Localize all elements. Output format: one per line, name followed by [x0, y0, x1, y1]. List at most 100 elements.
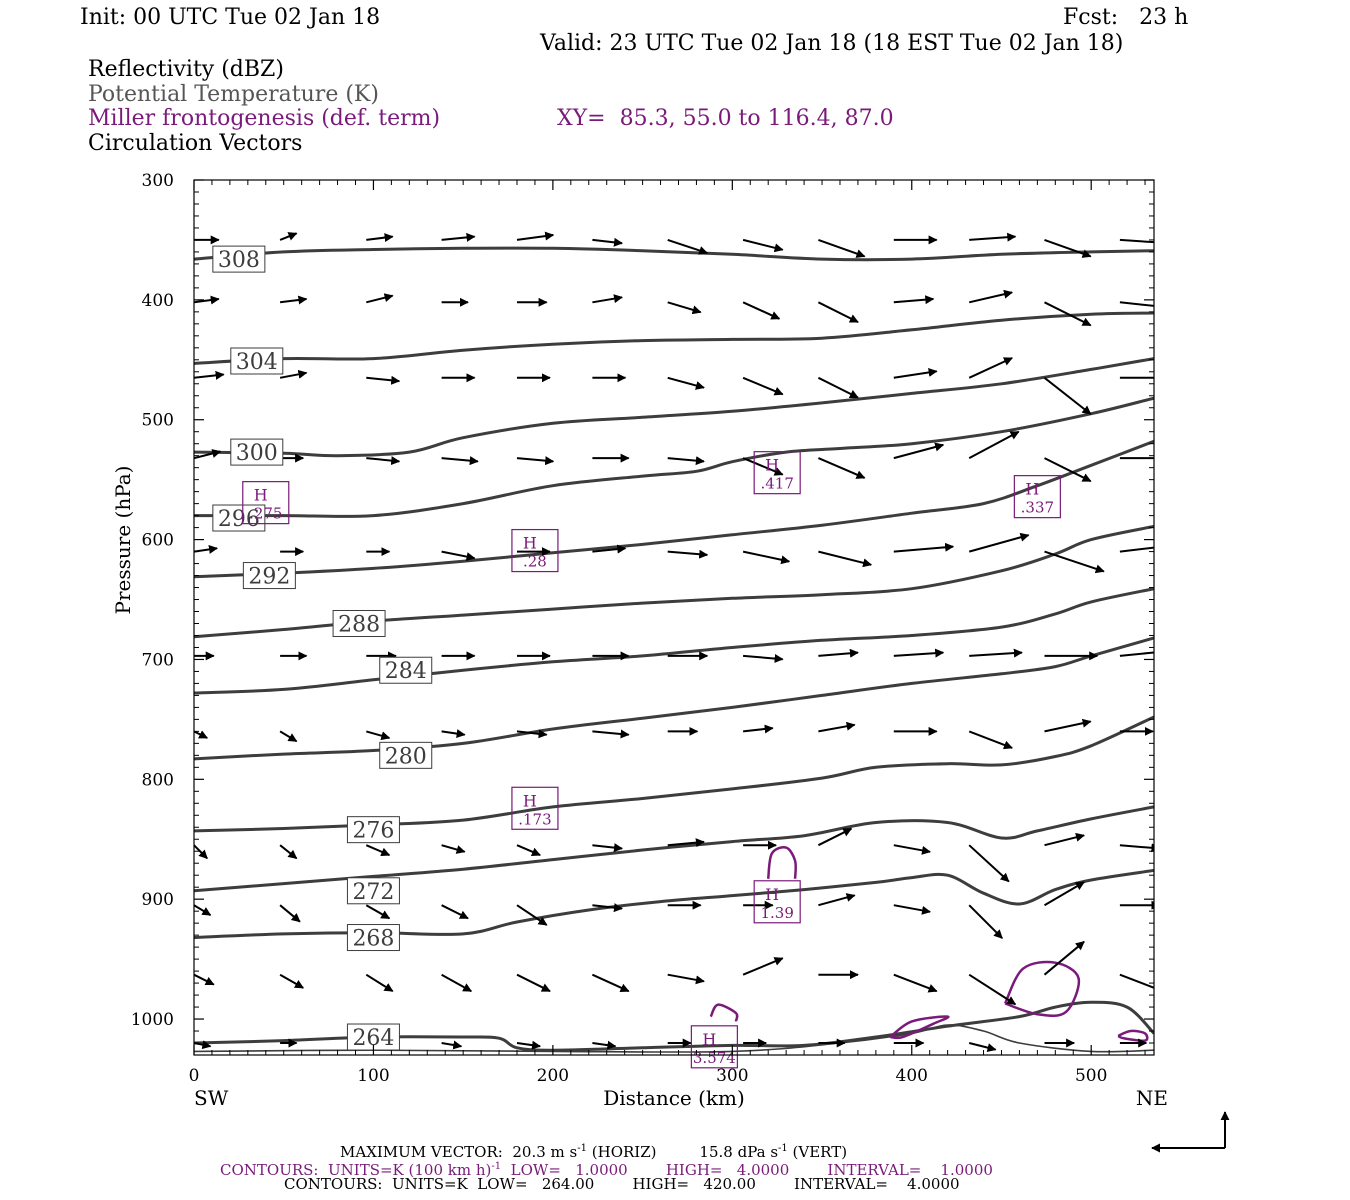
svg-text:288: 288 — [338, 612, 380, 637]
x-axis-label: Distance (km) — [603, 1086, 745, 1110]
circulation-vector — [893, 542, 955, 553]
circulation-vector — [893, 973, 938, 993]
theta-label-292: 292 — [242, 562, 296, 590]
x-tick-label: 0 — [189, 1066, 200, 1086]
frontogenesis-high: H.275 — [242, 481, 290, 525]
circulation-vector — [366, 233, 394, 243]
svg-text:1.39: 1.39 — [760, 904, 793, 922]
circulation-vector — [667, 456, 705, 466]
svg-text:H: H — [254, 486, 268, 505]
theta-contour-308 — [194, 246, 1154, 262]
circulation-vector — [1044, 550, 1105, 574]
circulation-vector — [516, 904, 548, 926]
frontogenesis-high: H.28 — [511, 528, 559, 573]
circulation-vector — [968, 844, 1010, 883]
cross-section-endpoints: XY= 85.3, 55.0 to 116.4, 87.0 — [557, 106, 894, 131]
frontogenesis-contour — [709, 1003, 739, 1022]
circulation-vector — [968, 904, 1003, 939]
theta-contour-296 — [194, 396, 1154, 518]
legend-reflectivity: Reflectivity (dBZ) — [88, 57, 284, 82]
circulation-vector — [893, 904, 931, 915]
circulation-vector — [279, 844, 298, 860]
max-vector-line: MAXIMUM VECTOR: 20.3 m s-1 (HORIZ) 15.8 … — [340, 1143, 848, 1161]
circulation-vector — [194, 295, 220, 305]
y-tick-label: 500 — [142, 411, 174, 431]
theta-label-304: 304 — [230, 347, 284, 375]
svg-text:296: 296 — [218, 507, 260, 532]
circulation-vector — [441, 729, 466, 739]
y-tick-label: 1000 — [131, 1010, 174, 1030]
y-axis-label: Pressure (hPa) — [111, 466, 135, 615]
x-start-label: SW — [194, 1086, 229, 1110]
circulation-vector — [516, 729, 548, 739]
circulation-vector — [818, 238, 866, 258]
frontogenesis-high: H.417 — [753, 451, 801, 495]
circulation-vector — [194, 449, 222, 460]
circulation-vector — [1119, 973, 1154, 993]
frontogenesis-contour — [889, 1015, 950, 1040]
circulation-vector — [817, 301, 859, 323]
circulation-vector — [194, 544, 218, 554]
circulation-vector — [1044, 718, 1092, 733]
theta-contour-300 — [194, 357, 1154, 458]
valid-time: Valid: 23 UTC Tue 02 Jan 18 (18 EST Tue … — [540, 31, 1124, 56]
x-tick-label: 100 — [357, 1066, 389, 1086]
y-tick-label: 800 — [142, 770, 174, 790]
circulation-vector — [818, 721, 856, 733]
circulation-vector — [968, 1042, 997, 1053]
circulation-vector — [968, 430, 1020, 459]
circulation-vector — [366, 456, 401, 466]
circulation-vector — [893, 367, 938, 379]
theta-label-284: 284 — [379, 656, 433, 684]
theta-label-296: 296 — [212, 504, 266, 532]
circulation-vector — [968, 730, 1013, 750]
theta-label-300: 300 — [230, 438, 284, 466]
frontogenesis-high: H.337 — [1013, 475, 1061, 519]
circulation-vector — [667, 973, 705, 985]
svg-text:H: H — [523, 791, 537, 810]
circulation-vector — [818, 893, 856, 907]
theta-label-308: 308 — [212, 245, 266, 273]
svg-text:308: 308 — [218, 248, 260, 273]
circulation-vector — [969, 648, 1023, 658]
legend-vectors: Circulation Vectors — [88, 131, 303, 156]
circulation-vector — [817, 827, 853, 847]
svg-text:.173: .173 — [518, 810, 551, 828]
circulation-vector — [667, 238, 709, 255]
circulation-vector — [194, 370, 225, 380]
circulation-vector — [893, 648, 945, 658]
reference-vector-icon — [1151, 1111, 1230, 1153]
circulation-vector — [818, 550, 873, 568]
circulation-vector — [1044, 457, 1092, 483]
circulation-vector — [742, 238, 784, 253]
svg-text:300: 300 — [236, 441, 278, 466]
forecast-hour: Fcst: 23 h — [1063, 5, 1189, 30]
circulation-vector — [592, 237, 623, 247]
circulation-vector — [968, 357, 1013, 379]
svg-text:280: 280 — [385, 744, 427, 769]
theta-label-288: 288 — [332, 609, 386, 637]
svg-text:304: 304 — [236, 350, 278, 375]
circulation-vector — [1043, 377, 1092, 415]
circulation-vector — [667, 838, 705, 848]
theta-label-272: 272 — [346, 877, 400, 905]
circulation-vector — [194, 973, 215, 986]
theta-contour-264 — [194, 1000, 1154, 1052]
theta-contour-284 — [194, 587, 1154, 695]
circulation-vector — [366, 375, 401, 385]
init-time: Init: 00 UTC Tue 02 Jan 18 — [80, 5, 381, 30]
circulation-vector — [1119, 843, 1154, 853]
circulation-vector — [441, 1040, 463, 1050]
circulation-vector — [591, 973, 630, 993]
circulation-vector — [441, 973, 473, 993]
circulation-vector — [279, 369, 308, 379]
circulation-vector — [1044, 238, 1092, 258]
circulation-vector — [279, 730, 298, 743]
legend-theta: Potential Temperature (K) — [88, 82, 379, 107]
circulation-vector — [365, 904, 391, 920]
svg-text:H: H — [702, 1030, 716, 1049]
circulation-vector — [742, 376, 784, 396]
circulation-vector — [365, 844, 391, 857]
svg-text:H: H — [765, 885, 779, 904]
